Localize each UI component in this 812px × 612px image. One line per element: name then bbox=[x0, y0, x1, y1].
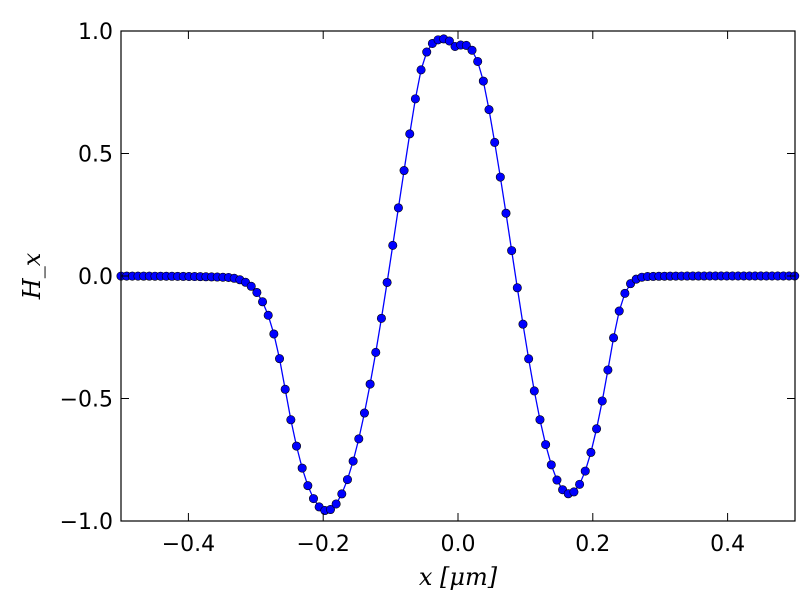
data-point bbox=[405, 129, 415, 139]
x-tick-label: 0.2 bbox=[575, 532, 610, 557]
data-point bbox=[490, 137, 500, 147]
data-point bbox=[263, 310, 273, 320]
data-point bbox=[399, 166, 409, 176]
ticks-layer: −0.4 −0.2 0.0 0.2 0.4 −1.0 −0.5 0.0 0.5 1.0 bbox=[60, 20, 795, 557]
data-point bbox=[535, 415, 545, 425]
x-tick-label: −0.2 bbox=[296, 532, 349, 557]
x-tick-label: 0.4 bbox=[710, 532, 745, 557]
data-point bbox=[620, 288, 630, 298]
data-point bbox=[597, 396, 607, 406]
data-point bbox=[467, 45, 477, 55]
data-point bbox=[342, 475, 352, 485]
data-point bbox=[252, 287, 262, 297]
y-tick-label: 1.0 bbox=[78, 20, 113, 45]
data-point bbox=[297, 463, 307, 473]
data-point bbox=[580, 466, 590, 476]
y-tick-label: 0.5 bbox=[78, 143, 113, 168]
data-point bbox=[592, 424, 602, 434]
data-point bbox=[529, 386, 539, 396]
data-point bbox=[337, 489, 347, 499]
x-tick-label: −0.4 bbox=[162, 532, 215, 557]
data-point bbox=[603, 365, 613, 375]
data-point bbox=[258, 297, 268, 307]
data-point bbox=[376, 313, 386, 323]
data-point bbox=[552, 475, 562, 485]
data-point bbox=[325, 505, 335, 515]
data-point bbox=[393, 203, 403, 213]
data-point bbox=[614, 306, 624, 316]
data-point bbox=[495, 172, 505, 182]
x-tick-label: 0.0 bbox=[441, 532, 476, 557]
data-point bbox=[518, 319, 528, 329]
data-point bbox=[388, 240, 398, 250]
data-point bbox=[280, 384, 290, 394]
data-point bbox=[541, 440, 551, 450]
series-layer bbox=[116, 34, 800, 516]
data-point bbox=[507, 246, 517, 256]
data-point bbox=[269, 329, 279, 339]
y-axis-label: H_x bbox=[18, 252, 46, 300]
data-point bbox=[586, 447, 596, 457]
data-point bbox=[546, 460, 556, 470]
x-axis-label: x [μm] bbox=[419, 563, 498, 591]
data-point bbox=[416, 65, 426, 75]
data-point bbox=[575, 479, 585, 489]
data-point bbox=[609, 333, 619, 343]
data-point bbox=[246, 281, 256, 291]
data-point bbox=[286, 415, 296, 425]
data-point bbox=[331, 499, 341, 509]
data-point bbox=[410, 94, 420, 104]
data-point bbox=[484, 105, 494, 115]
data-point bbox=[501, 208, 511, 218]
data-point bbox=[292, 441, 302, 451]
data-point bbox=[512, 283, 522, 293]
data-point bbox=[422, 47, 432, 57]
data-point bbox=[524, 354, 534, 364]
y-tick-label: 0.0 bbox=[78, 265, 113, 290]
data-point bbox=[382, 277, 392, 287]
data-point bbox=[473, 56, 483, 66]
data-point bbox=[303, 481, 313, 491]
y-tick-label: −1.0 bbox=[60, 510, 113, 535]
y-tick-label: −0.5 bbox=[60, 388, 113, 413]
data-point bbox=[365, 379, 375, 389]
data-point bbox=[348, 456, 358, 466]
data-point bbox=[359, 408, 369, 418]
data-point bbox=[354, 434, 364, 444]
data-point bbox=[371, 347, 381, 357]
data-point bbox=[444, 36, 454, 46]
data-point bbox=[569, 487, 579, 497]
data-point bbox=[275, 354, 285, 364]
data-point bbox=[308, 494, 318, 504]
data-point bbox=[478, 76, 488, 86]
